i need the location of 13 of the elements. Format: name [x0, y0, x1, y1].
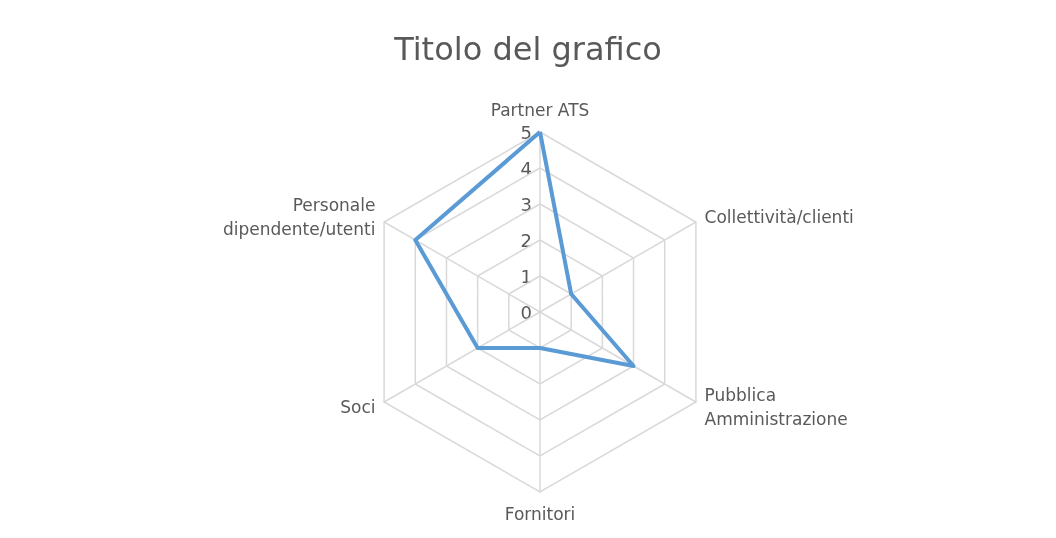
y-tick-label: 0: [520, 301, 532, 323]
spoke-label: Partner ATS: [490, 100, 590, 120]
spoke-label: Fornitori: [504, 504, 576, 524]
spoke-label: Personale dipendente/utenti: [222, 195, 376, 239]
y-tick-label: 5: [520, 121, 532, 143]
spoke-label: Collettività/clienti: [704, 207, 854, 227]
chart-title: Titolo del grafico: [393, 30, 662, 68]
y-tick-label: 3: [520, 193, 532, 215]
spoke-label: Pubblica Amministrazione: [704, 385, 848, 429]
y-tick-label: 4: [520, 157, 532, 179]
y-tick-label: 1: [520, 265, 532, 287]
y-tick-label: 2: [520, 229, 532, 251]
spoke-label: Soci: [340, 397, 376, 417]
